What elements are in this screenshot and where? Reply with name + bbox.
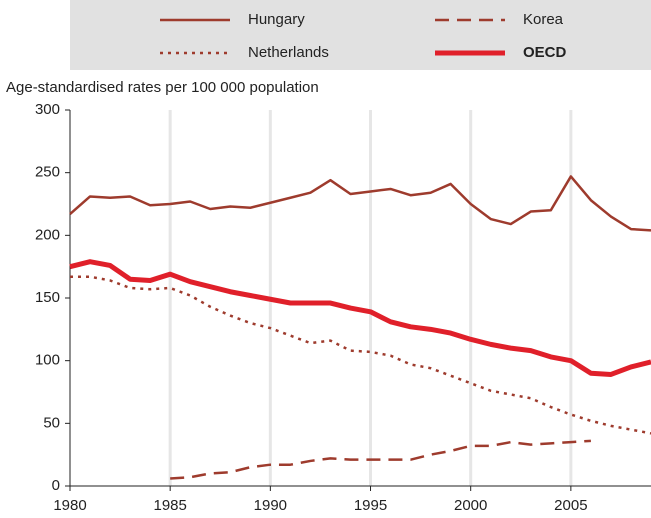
legend-label: Netherlands [248, 44, 329, 61]
series-line [69, 259, 651, 377]
x-tick-label: 2000 [454, 497, 487, 514]
y-tick-label: 0 [52, 477, 60, 494]
legend-label: OECD [523, 44, 567, 61]
legend-box [70, 0, 651, 70]
x-tick-label: 1980 [53, 497, 86, 514]
series-line [170, 439, 591, 480]
x-tick-label: 1990 [254, 497, 287, 514]
y-tick-label: 200 [35, 226, 60, 243]
y-tick-label: 250 [35, 164, 60, 181]
series-line [70, 275, 651, 435]
x-tick-label: 1995 [354, 497, 387, 514]
y-tick-label: 150 [35, 289, 60, 306]
legend-label: Korea [523, 11, 564, 28]
y-tick-label: 100 [35, 352, 60, 369]
series-line [69, 175, 651, 232]
y-tick-label: 50 [43, 414, 60, 431]
x-tick-label: 1985 [153, 497, 186, 514]
x-tick-label: 2005 [554, 497, 587, 514]
legend-label: Hungary [248, 11, 305, 28]
y-tick-label: 300 [35, 101, 60, 118]
y-axis-label: Age-standardised rates per 100 000 popul… [6, 79, 319, 96]
